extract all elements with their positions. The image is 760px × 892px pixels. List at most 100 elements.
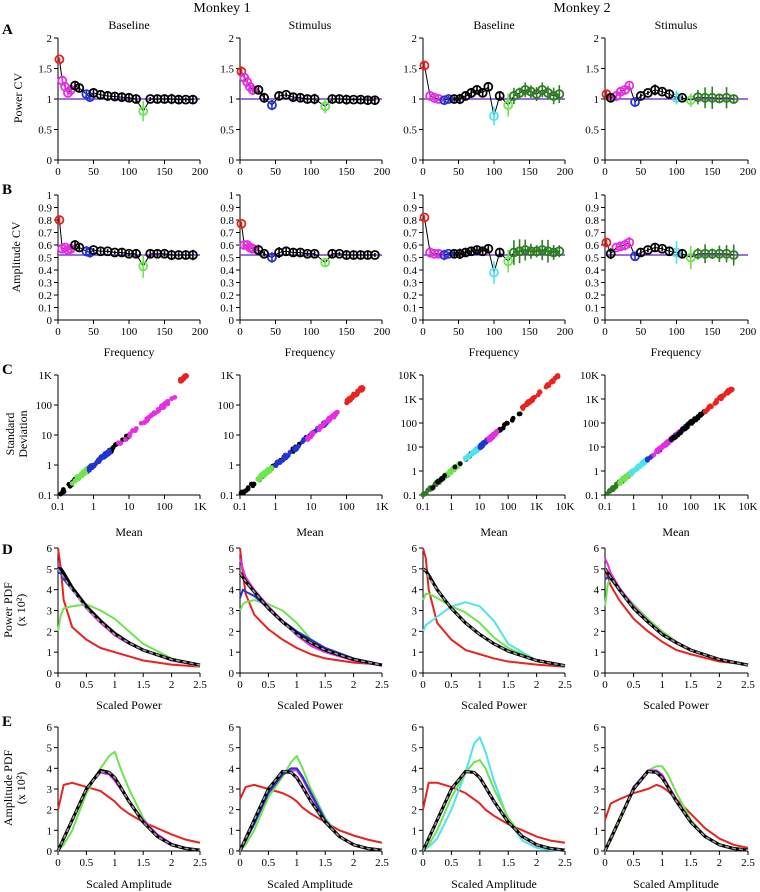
row-b-col-4-y-tick-label: 0.9: [585, 203, 599, 215]
row-c-col-2-x-tick-label: 100: [338, 501, 355, 513]
row-e-col-3-x-tick-label: 1.5: [501, 857, 515, 869]
row-c-ylabel-line2: Deviation: [16, 410, 30, 457]
row-c-col-1-theta-alpha-point: [133, 426, 139, 431]
row-c-col-2-theta-alpha-point: [316, 427, 322, 433]
row-a-col-1-broadband-point: [131, 94, 142, 104]
row-b-col-4-harmonics-point: [728, 250, 739, 260]
row-b-col-4-x-tick-label: 100: [668, 326, 685, 338]
xlabel-c-2: Mean: [296, 525, 323, 539]
row-b-col-3-theta-alpha-point: [433, 248, 444, 259]
row-c-col-2-theta-alpha-point: [310, 430, 316, 436]
row-c-col-1-beta-point: [87, 467, 92, 473]
row-c-col-3-x-tick-label: 10: [474, 501, 486, 513]
row-b-col-3-y-tick-label: 0.4: [403, 265, 417, 277]
row-d-col-3-y-tick-label: 0: [412, 668, 418, 680]
row-e-col-1-x-tick-label: 0.5: [80, 857, 94, 869]
row-e-col-2-y-tick-label: 3: [229, 784, 235, 796]
row-a-col-3-delta-point: [419, 60, 430, 71]
row-d-col-3-x-tick-label: 0: [420, 679, 426, 691]
row-b-col-1-broadband-point: [109, 247, 120, 258]
row-d-col-2-x-tick-label: 0.5: [262, 679, 276, 691]
row-c-col-1-theta-alpha-point: [127, 431, 133, 437]
row-c-col-1-broadband-point: [59, 489, 65, 495]
row-e-col-3-y-tick-label: 3: [412, 784, 418, 796]
row-c-col-4-broadband-point: [682, 426, 688, 432]
row-a-col-1-y-tick-label: 2: [47, 33, 53, 45]
row-a-col-3-harmonics-point: [554, 89, 565, 100]
row-b-col-4-y-tick-label: 0.2: [585, 290, 599, 302]
row-e-col-4-x-tick-label: 0.5: [627, 857, 641, 869]
row-d-col-2-y-tick-label: 1: [229, 647, 235, 659]
row-a-col-2-y-tick-label: 0.5: [220, 125, 234, 137]
row-d-col-4-y-tick-label: 2: [594, 626, 600, 638]
row-e-col-2-x-tick-label: 1: [294, 857, 300, 869]
row-e-col-3-y-tick-label: 5: [412, 743, 418, 755]
column-title-2: Stimulus: [289, 18, 332, 32]
row-b-col-2-beta-point: [267, 252, 277, 263]
row-c-col-3-y-tick-label: 10K: [398, 370, 417, 382]
row-e-col-3-x-tick-label: 2.5: [558, 857, 572, 869]
row-c-col-1-broadband-point: [110, 445, 116, 450]
row-e-col-2-black-curve: [238, 769, 383, 852]
row-d-col-3-x-tick-label: 1.5: [501, 679, 515, 691]
row-b-col-1-y-tick-label: 0.1: [38, 303, 52, 315]
row-e-col-3-x-tick-label: 0: [420, 857, 426, 869]
row-b-col-3-y-tick-label: 0.9: [403, 203, 417, 215]
row-a-col-3-harmonics-point: [520, 84, 531, 95]
row-e-col-2-x-tick-label: 2.5: [375, 857, 389, 869]
row-e-col-2-x-tick-label: 2: [351, 857, 357, 869]
row-c-col-1-delta-point: [184, 373, 189, 379]
row-e-col-2-y-tick-label: 0: [229, 846, 235, 858]
row-e-col-4-y-tick-label: 1: [594, 825, 600, 837]
row-e-col-4-black-curve: [603, 769, 749, 852]
row-e-ylabel-line2: (x 10²): [14, 772, 28, 805]
row-c-col-1-beta-point: [107, 449, 112, 455]
row-c-col-3-x-tick-label: 10K: [556, 501, 575, 513]
row-d-col-4-x-tick-label: 2: [717, 679, 723, 691]
row-a-col-3-harmonics-point: [548, 91, 559, 101]
row-d-col-4-x-tick-label: 1: [659, 679, 665, 691]
row-b-col-2-y-tick-label: 0.7: [220, 228, 234, 240]
row-b-col-3-harmonics-point: [548, 247, 559, 258]
row-a-col-4-y-tick-label: 1: [594, 94, 600, 106]
xlabel-d-4: Scaled Power: [643, 698, 709, 712]
row-c-col-3-beta-point: [478, 445, 484, 450]
row-c-col-3-x-tick-label: 1K: [530, 501, 544, 513]
row-d-col-2-y-tick-label: 5: [229, 564, 235, 576]
row-a-col-3-y-tick-label: 2: [412, 33, 418, 45]
row-e-col-4-magenta-curve: [604, 769, 749, 852]
row-e-col-4-y-tick-label: 5: [594, 743, 600, 755]
row-e-col-2-y-tick-label: 1: [229, 825, 235, 837]
row-b-col-3-y-tick-label: 0.5: [403, 253, 417, 265]
row-b-col-1-broadband-point: [131, 248, 142, 259]
row-b-col-3-broadband-point: [466, 246, 477, 257]
row-a-col-1-y-tick-label: 1.5: [38, 64, 52, 76]
row-a-col-1-x-tick-label: 150: [156, 166, 173, 178]
row-b-col-2-x-tick-label: 0: [237, 326, 243, 338]
row-b-col-4-y-tick-label: 0.6: [585, 240, 599, 252]
row-e-col-1-y-tick-label: 2: [47, 805, 53, 817]
row-b-col-4-broadband-point: [605, 248, 616, 259]
row-c-col-4-delta-point: [725, 388, 730, 394]
row-c-col-1-x-tick-label: 100: [156, 501, 173, 513]
row-b-col-4-theta-alpha-point: [624, 237, 635, 248]
row-c-col-1-x-tick-label: 1K: [193, 501, 207, 513]
row-a-col-4-x-tick-label: 50: [635, 166, 647, 178]
row-b-col-1-x-tick-label: 0: [55, 326, 61, 338]
row-c-col-4-delta-point: [719, 395, 725, 401]
row-b-col-1-y-tick-label: 0.3: [38, 278, 52, 290]
row-c-col-1-theta-alpha-point: [165, 398, 170, 404]
row-d-col-1-x-tick-label: 1.5: [136, 679, 150, 691]
row-c-col-4-high-gamma-point: [638, 462, 644, 468]
row-a-col-4-y-tick-label: 0: [594, 155, 600, 167]
row-b-col-4-broadband-point: [677, 248, 688, 259]
row-b-col-2-y-tick-label: 0.5: [220, 253, 234, 265]
row-c-col-1-theta-alpha-point: [148, 413, 154, 419]
row-d-col-3-y-tick-label: 6: [412, 543, 418, 555]
row-a-col-3-y-tick-label: 1: [412, 94, 418, 106]
row-a-col-3-x-tick-label: 150: [521, 166, 538, 178]
xlabel-e-2: Scaled Amplitude: [267, 877, 353, 891]
row-c-col-4-beta-point: [645, 456, 651, 462]
row-b-col-1-y-tick-label: 0.6: [38, 240, 52, 252]
xlabel-e-1: Scaled Amplitude: [86, 877, 172, 891]
